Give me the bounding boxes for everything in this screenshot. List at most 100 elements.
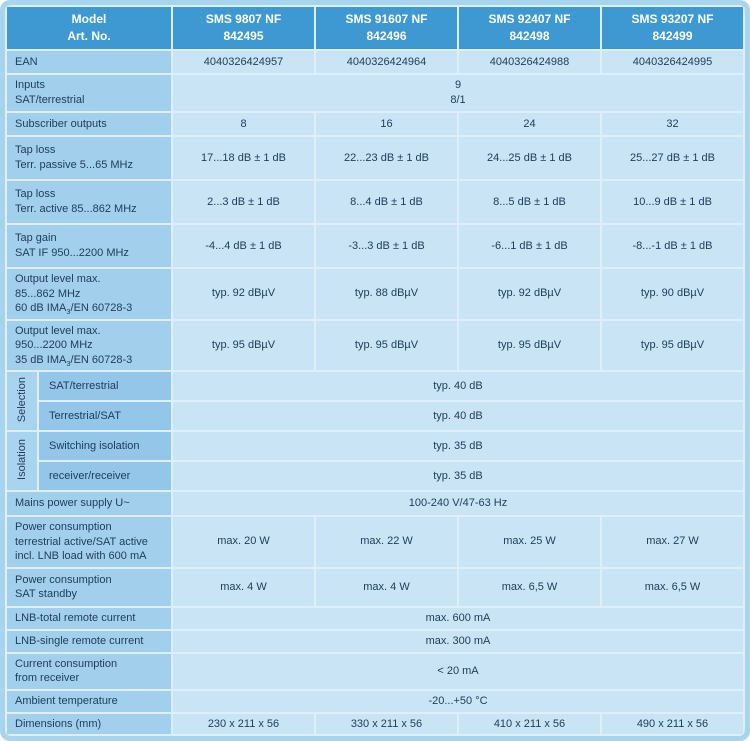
value-cell-spanned: typ. 40 dB xyxy=(173,402,743,431)
value-cell: typ. 95 dBµV xyxy=(602,320,743,371)
spec-row-isolation-receiver: receiver/receiver typ. 35 dB xyxy=(7,462,743,491)
spec-row-lnb-single-remote-current: LNB-single remote current max. 300 mA xyxy=(7,630,743,652)
text-line: 842498 xyxy=(509,29,550,43)
group-label-text: Isolation xyxy=(16,439,28,481)
row-label: Subscriber outputs xyxy=(7,113,171,135)
header-model-artno: Model Art. No. xyxy=(7,7,171,49)
text-line: Terr. active 85...862 MHz xyxy=(15,203,137,215)
value-cell: max. 22 W xyxy=(316,517,457,567)
header-product-col-2: SMS 92407 NF 842498 xyxy=(459,7,600,49)
text-line-subscript: 35 dB IMA3/EN 60728-3 xyxy=(15,353,133,368)
value-cell: max. 27 W xyxy=(602,517,743,567)
text-line: typ. 35 dB xyxy=(433,439,483,452)
text-line: SMS 9807 NF xyxy=(205,11,282,26)
text-line: Terrestrial/SAT xyxy=(49,410,121,423)
spec-row-mains-power-supply: Mains power supply U~ 100-240 V/47-63 Hz xyxy=(7,492,743,516)
text-line: SMS 92407 NF xyxy=(488,11,571,26)
value-cell-spanned: 100-240 V/47-63 Hz xyxy=(173,492,743,516)
value-cell: 24...25 dB ± 1 dB xyxy=(459,137,600,179)
text-line-subscript: 60 dB IMA3/EN 60728-3 xyxy=(15,302,133,317)
value-cell: 24 xyxy=(459,113,600,135)
text-line: LNB-single remote current xyxy=(15,634,144,647)
spec-row-output-level-terr: Output level max. 85...862 MHz 60 dB IMA3/… xyxy=(7,269,743,319)
value-cell: typ. 95 dBµV xyxy=(173,320,314,371)
text-line: Inputs xyxy=(15,79,45,92)
value-cell: 22...23 dB ± 1 dB xyxy=(316,137,457,179)
value-cell: 2...3 dB ± 1 dB xyxy=(173,181,314,223)
value-cell-spanned: -20...+50 °C xyxy=(173,690,743,712)
text-line: receiver/receiver xyxy=(49,470,131,483)
text-line: incl. LNB load with 600 mA xyxy=(15,550,147,563)
value-cell: 490 x 211 x 56 xyxy=(602,713,743,735)
text-line: Mains power supply U~ xyxy=(15,497,130,510)
text-line: Tap loss xyxy=(15,144,56,157)
spec-row-subscriber-outputs: Subscriber outputs 8 16 24 32 xyxy=(7,113,743,135)
spec-table-header: Model Art. No. SMS 9807 NF 842495 SMS 91607 … xyxy=(7,7,743,49)
row-label: receiver/receiver xyxy=(39,462,171,491)
spec-row-ambient-temperature: Ambient temperature -20...+50 °C xyxy=(7,690,743,712)
value-cell: typ. 92 dBµV xyxy=(459,269,600,319)
value-cell-spanned: typ. 35 dB xyxy=(173,462,743,491)
value-cell: 8...5 dB ± 1 dB xyxy=(459,181,600,223)
spec-table-body: EAN 4040326424957 4040326424964 40403264249… xyxy=(7,51,743,735)
value-cell: -3...3 dB ± 1 dB xyxy=(316,225,457,267)
text-line: < 20 mA xyxy=(437,664,479,677)
row-label: Inputs SAT/terrestrial xyxy=(7,75,171,111)
row-label: LNB-single remote current xyxy=(7,630,171,652)
row-label: Power consumption SAT standby xyxy=(7,568,171,606)
spec-row-tap-gain: Tap gain SAT IF 950...2200 MHz -4...4 dB ±… xyxy=(7,225,743,267)
text-line: typ. 40 dB xyxy=(433,379,483,392)
spec-row-tap-loss-active: Tap loss Terr. active 85...862 MHz 2...3 d… xyxy=(7,181,743,223)
value-cell: typ. 95 dBµV xyxy=(316,320,457,371)
text-line: 85...862 MHz xyxy=(15,287,81,300)
row-label: Output level max. 950...2200 MHz 35 dB IMA… xyxy=(7,320,171,371)
value-cell: -4...4 dB ± 1 dB xyxy=(173,225,314,267)
text-line: typ. 35 dB xyxy=(433,469,483,482)
text-line: Ambient temperature xyxy=(15,694,118,707)
text-line: SAT/terrestrial xyxy=(15,94,85,106)
text-line: Tap loss xyxy=(15,188,56,201)
text-line: 100-240 V/47-63 Hz xyxy=(408,497,508,510)
row-label: Switching isolation xyxy=(39,432,171,461)
text-line: SAT IF 950...2200 MHz xyxy=(15,247,129,259)
header-product-col-1: SMS 91607 NF 842496 xyxy=(316,7,457,49)
value-cell: 230 x 211 x 56 xyxy=(173,713,314,735)
text-line: terrestrial active/SAT active xyxy=(15,535,148,548)
header-product-col-0: SMS 9807 NF 842495 xyxy=(173,7,314,49)
text-line: 842499 xyxy=(652,29,693,43)
text-line: EAN xyxy=(15,55,38,68)
value-cell: -8...-1 dB ± 1 dB xyxy=(602,225,743,267)
text-line: SMS 91607 NF xyxy=(345,11,428,26)
value-cell: max. 6,5 W xyxy=(602,568,743,606)
value-cell-spanned: 9 8/1 xyxy=(173,75,743,111)
text-line: Dimensions (mm) xyxy=(15,717,102,730)
text-line: Terr. passive 5...65 MHz xyxy=(15,159,133,171)
row-label: Terrestrial/SAT xyxy=(39,402,171,431)
text-line: Subscriber outputs xyxy=(15,117,107,130)
text-line: max. 600 mA xyxy=(425,611,491,624)
spec-row-output-level-sat: Output level max. 950...2200 MHz 35 dB IMA… xyxy=(7,320,743,371)
value-cell: typ. 90 dBµV xyxy=(602,269,743,319)
value-cell: 32 xyxy=(602,113,743,135)
text-line: typ. 40 dB xyxy=(433,409,483,422)
value-cell: max. 4 W xyxy=(173,568,314,606)
value-cell-spanned: max. 600 mA xyxy=(173,607,743,629)
group-label-isolation: Isolation xyxy=(7,432,37,491)
row-label: Mains power supply U~ xyxy=(7,492,171,516)
text-line: Art. No. xyxy=(67,29,111,43)
spec-row-power-consumption-active: Power consumption terrestrial active/SAT … xyxy=(7,517,743,567)
text-line: Current consumption xyxy=(15,657,118,670)
row-label: Tap gain SAT IF 950...2200 MHz xyxy=(7,225,171,267)
row-label: Power consumption terrestrial active/SAT … xyxy=(7,517,171,567)
value-cell: max. 20 W xyxy=(173,517,314,567)
value-cell: max. 4 W xyxy=(316,568,457,606)
spec-row-tap-loss-passive: Tap loss Terr. passive 5...65 MHz 17...18 … xyxy=(7,137,743,179)
value-cell: typ. 88 dBµV xyxy=(316,269,457,319)
text-line: Model xyxy=(71,11,107,26)
text-line: SAT standby xyxy=(15,588,77,601)
value-cell: typ. 92 dBµV xyxy=(173,269,314,319)
text-line: Output level max. xyxy=(15,324,101,337)
value-cell: 4040326424964 xyxy=(316,51,457,73)
text-line: 842495 xyxy=(223,29,264,43)
text-line: 842496 xyxy=(366,29,407,43)
